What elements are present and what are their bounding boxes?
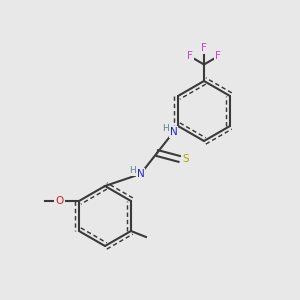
Text: F: F (215, 51, 221, 61)
Text: H: H (129, 166, 136, 175)
Text: F: F (201, 43, 207, 53)
Text: N: N (169, 127, 177, 137)
Text: O: O (56, 196, 64, 206)
Text: S: S (182, 154, 189, 164)
Text: H: H (162, 124, 169, 133)
Text: F: F (187, 51, 193, 61)
Text: N: N (136, 169, 144, 179)
